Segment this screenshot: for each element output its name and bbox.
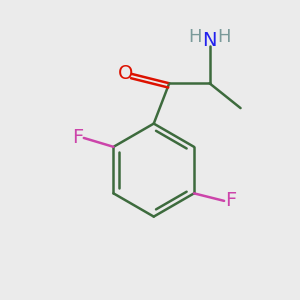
Text: F: F (225, 191, 236, 210)
Text: H: H (218, 28, 231, 46)
Text: H: H (188, 28, 202, 46)
Text: O: O (117, 64, 133, 83)
Text: F: F (72, 128, 83, 147)
Text: N: N (202, 31, 217, 50)
